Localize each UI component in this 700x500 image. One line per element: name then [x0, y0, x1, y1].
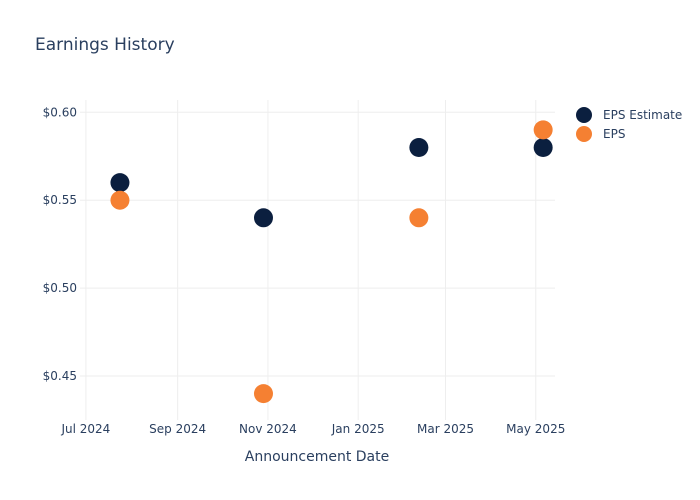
data-points — [110, 120, 553, 404]
legend-marker — [576, 107, 592, 123]
y-axis-ticks: $0.45 $0.50 $0.55 $0.60 — [43, 105, 77, 383]
x-tick-label: Jul 2024 — [60, 422, 110, 436]
data-point[interactable] — [533, 137, 553, 157]
legend-item[interactable]: EPS Estimate — [576, 107, 682, 123]
chart-title: Earnings History — [35, 35, 175, 55]
x-tick-label: May 2025 — [506, 422, 565, 436]
data-point[interactable] — [110, 173, 130, 193]
data-point[interactable] — [253, 384, 273, 404]
y-tick-label: $0.55 — [43, 193, 77, 207]
grid — [80, 100, 555, 420]
y-tick-label: $0.45 — [43, 369, 77, 383]
legend-marker — [576, 126, 592, 142]
x-tick-label: Jan 2025 — [331, 422, 385, 436]
legend[interactable]: EPS Estimate EPS — [576, 107, 682, 142]
data-point[interactable] — [110, 190, 130, 210]
series-0 — [110, 137, 553, 228]
x-tick-label: Mar 2025 — [417, 422, 474, 436]
legend-label: EPS Estimate — [603, 108, 682, 122]
data-point[interactable] — [409, 137, 429, 157]
x-axis-title: Announcement Date — [245, 449, 389, 465]
data-point[interactable] — [533, 120, 553, 140]
x-tick-label: Nov 2024 — [239, 422, 297, 436]
series-1 — [110, 120, 553, 404]
data-point[interactable] — [409, 208, 429, 228]
y-tick-label: $0.50 — [43, 281, 77, 295]
x-axis-ticks: Jul 2024 Sep 2024 Nov 2024 Jan 2025 Mar 2025… — [60, 422, 565, 436]
x-tick-label: Sep 2024 — [149, 422, 206, 436]
y-tick-label: $0.60 — [43, 105, 77, 119]
data-point[interactable] — [253, 208, 273, 228]
legend-item[interactable]: EPS — [576, 126, 625, 142]
legend-label: EPS — [603, 127, 625, 141]
